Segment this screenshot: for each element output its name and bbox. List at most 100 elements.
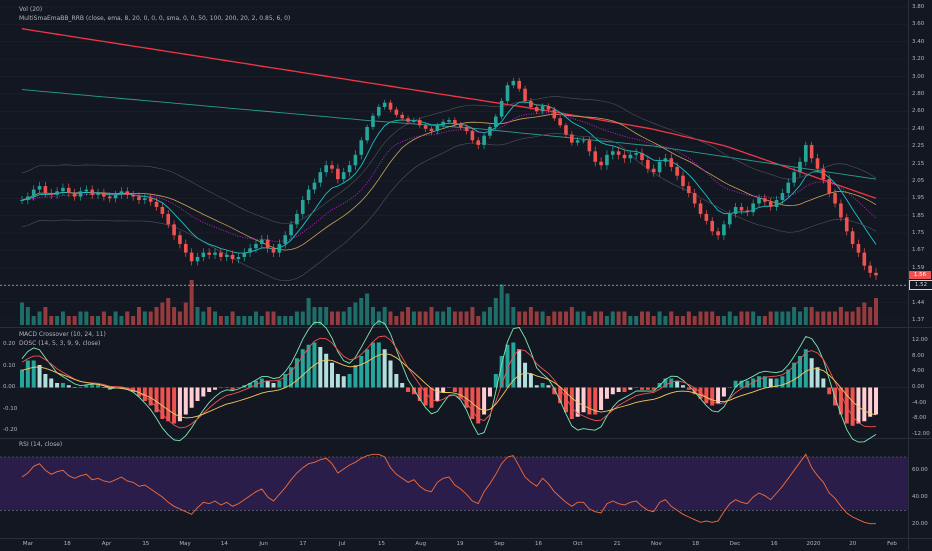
date-tick-label: 21 (613, 541, 621, 547)
macd-bar (844, 387, 849, 424)
macd-bar (540, 383, 545, 388)
candle-body (189, 252, 194, 262)
macd-bar (125, 387, 130, 390)
volume-bar (107, 316, 112, 325)
volume-bar (751, 311, 756, 325)
macd-bar (271, 383, 276, 388)
price-axis[interactable] (908, 0, 932, 550)
candle-body (306, 189, 311, 201)
volume-bar (821, 311, 826, 325)
time-axis[interactable] (0, 538, 932, 551)
volume-bar (289, 316, 294, 325)
pane-separator-2[interactable] (0, 438, 932, 439)
macd-bar (435, 387, 440, 401)
macd-bar (20, 369, 24, 388)
candle-body (833, 193, 837, 204)
volume-bar (78, 311, 83, 325)
candle-body (201, 252, 206, 257)
volume-bar (37, 311, 42, 325)
macd-bar (458, 387, 463, 399)
macd-bar (66, 385, 71, 388)
candle-body (137, 196, 141, 201)
volume-bar (230, 311, 235, 325)
legend-macd[interactable]: MACD Crossover (10, 24, 11) (19, 331, 106, 338)
candle-body (570, 134, 574, 143)
price-tick-label: 1.67 (912, 247, 925, 254)
macd-bar (874, 387, 878, 415)
legend-rsi[interactable]: RSI (14, close) (19, 441, 63, 448)
macd-bar (400, 383, 405, 388)
candle-body (529, 100, 533, 107)
candle-body (26, 196, 30, 201)
candle-body (172, 224, 176, 236)
volume-bar (271, 311, 276, 325)
bb-lower-line (21, 133, 877, 282)
candle-body (482, 135, 486, 145)
volume-bar (487, 307, 492, 325)
candle-body (839, 203, 843, 218)
candle-body (195, 256, 200, 262)
candle-body (37, 186, 42, 190)
candle-body (49, 193, 54, 195)
candle-body (815, 158, 820, 169)
macd-bar (686, 387, 691, 390)
pane-separator-1[interactable] (0, 327, 932, 328)
date-tick-label: Sep (494, 541, 505, 547)
macd-bar (680, 385, 685, 388)
candle-body (312, 182, 317, 190)
rsi-line (21, 453, 876, 525)
macd-bar (160, 387, 165, 419)
macd-bar (452, 387, 457, 392)
volume-bar (534, 311, 539, 325)
price-tag: 1.56 (909, 271, 931, 280)
candle-body (505, 85, 510, 101)
macd-bar (792, 362, 797, 388)
candle-body (523, 88, 527, 101)
volume-bar (119, 316, 124, 325)
macd-bar (195, 387, 200, 401)
candle-body (43, 186, 48, 194)
macd-bar (838, 387, 843, 415)
legend-dosc[interactable]: DOSC (14, 5, 3, 9, 9, close) (19, 340, 101, 347)
macd-bar (324, 353, 329, 388)
price-tick-label: 3.40 (912, 38, 925, 45)
legend-multi-ma[interactable]: MultiSmaEmaBB_RRB (close, ema, 8, 20, 0,… (19, 15, 291, 22)
macd-bar (43, 374, 48, 388)
ema8-line (21, 101, 877, 254)
candle-body (254, 243, 258, 249)
candle-body (780, 193, 785, 201)
macd-bar (803, 349, 808, 388)
candle-body (271, 248, 276, 253)
candle-body (213, 252, 217, 255)
legend-vol[interactable]: Vol (20) (19, 6, 43, 13)
price-tick-label: 1.75 (912, 230, 925, 237)
macd-tick-label: 12.00 (912, 337, 928, 343)
macd-bar (505, 344, 510, 388)
candle-body (61, 187, 65, 192)
candle-body (640, 153, 644, 161)
macd-bar (815, 367, 820, 388)
candle-body (470, 131, 475, 141)
volume-bar (417, 311, 422, 325)
macd-bar (616, 387, 621, 392)
volume-bar (394, 316, 399, 325)
volume-bar (359, 298, 364, 325)
macd-bar (429, 387, 434, 408)
volume-bar (224, 316, 229, 325)
macd-bar (265, 380, 270, 388)
volume-bar (768, 311, 773, 325)
date-tick-label: 18 (63, 541, 71, 547)
macd-bar (774, 378, 779, 388)
candle-body (359, 140, 364, 155)
macd-bar (72, 387, 77, 388)
volume-bar (733, 316, 738, 325)
date-tick-label: Mar (22, 541, 34, 547)
volume-bar (838, 307, 843, 325)
macd-bar (675, 380, 680, 388)
price-tick-label: 2.25 (912, 143, 925, 150)
volume-bar (698, 311, 703, 325)
macd-bar (809, 358, 814, 388)
price-tick-label: 2.05 (912, 177, 925, 184)
volume-bar (563, 311, 568, 325)
